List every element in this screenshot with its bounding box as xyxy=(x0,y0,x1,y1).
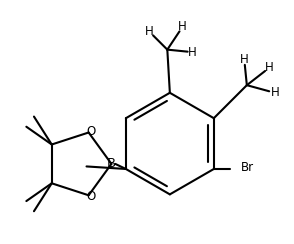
Text: O: O xyxy=(86,190,96,203)
Text: H: H xyxy=(240,53,249,66)
Text: H: H xyxy=(265,61,274,74)
Text: O: O xyxy=(86,125,96,138)
Text: H: H xyxy=(145,25,154,38)
Text: B: B xyxy=(107,157,116,170)
Text: H: H xyxy=(188,46,197,59)
Text: H: H xyxy=(270,86,279,99)
Text: H: H xyxy=(178,20,187,33)
Text: Br: Br xyxy=(240,161,254,174)
